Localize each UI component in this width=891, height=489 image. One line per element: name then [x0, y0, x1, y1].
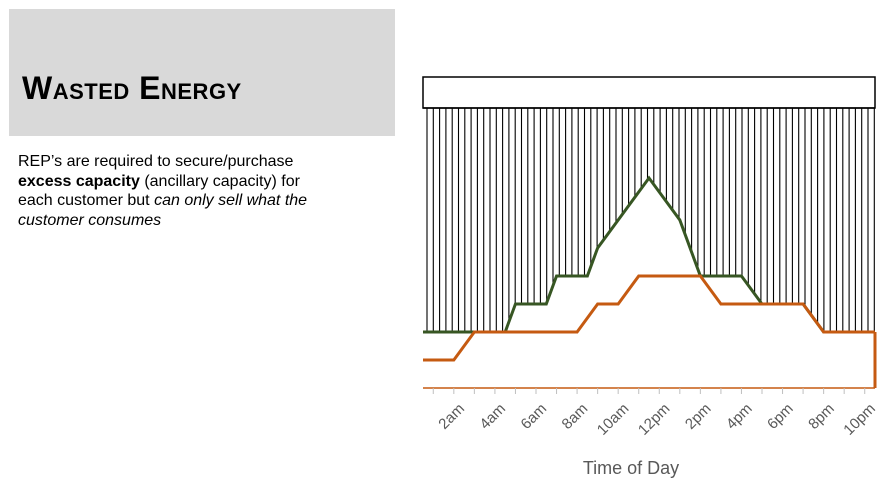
x-axis-ticks — [432, 388, 866, 394]
body-text-italic: can only sell what the customer consumes — [18, 192, 308, 229]
body-text-part-2: (ancillary capacity) for each customer b… — [18, 172, 300, 210]
x-tick-label: 6am — [518, 400, 551, 433]
x-tick-label: 10am — [594, 400, 633, 439]
x-tick-label: 8pm — [805, 400, 838, 433]
x-tick-label: 2am — [435, 400, 468, 433]
x-tick-label: 4pm — [723, 400, 756, 433]
x-tick-label: 6pm — [764, 400, 797, 433]
slide-body-text: REP’s are required to secure/purchase ex… — [18, 152, 318, 230]
orange-series-line — [423, 274, 875, 362]
slide-title: Wasted Energy — [22, 70, 242, 106]
x-tick-label: 2pm — [682, 400, 715, 433]
body-text-part-1: REP’s are required to secure/purchase — [18, 153, 294, 170]
x-tick-label: 12pm — [635, 400, 674, 439]
title-box — [9, 9, 395, 136]
series-lines — [423, 175, 877, 388]
capacity-header-box — [422, 76, 876, 109]
x-tick-label: 8am — [559, 400, 592, 433]
x-tick-label: 10pm — [840, 400, 879, 439]
x-tick-label: 4am — [476, 400, 509, 433]
x-axis-title: Time of Day — [583, 458, 679, 478]
consumption-areas — [423, 178, 875, 388]
x-axis-tick-labels: 2am 4am 6am 8am 10am 12pm 2pm 4pm 6pm 8pm 10pm — [435, 400, 879, 439]
body-text-bold: excess capacity — [18, 172, 140, 190]
